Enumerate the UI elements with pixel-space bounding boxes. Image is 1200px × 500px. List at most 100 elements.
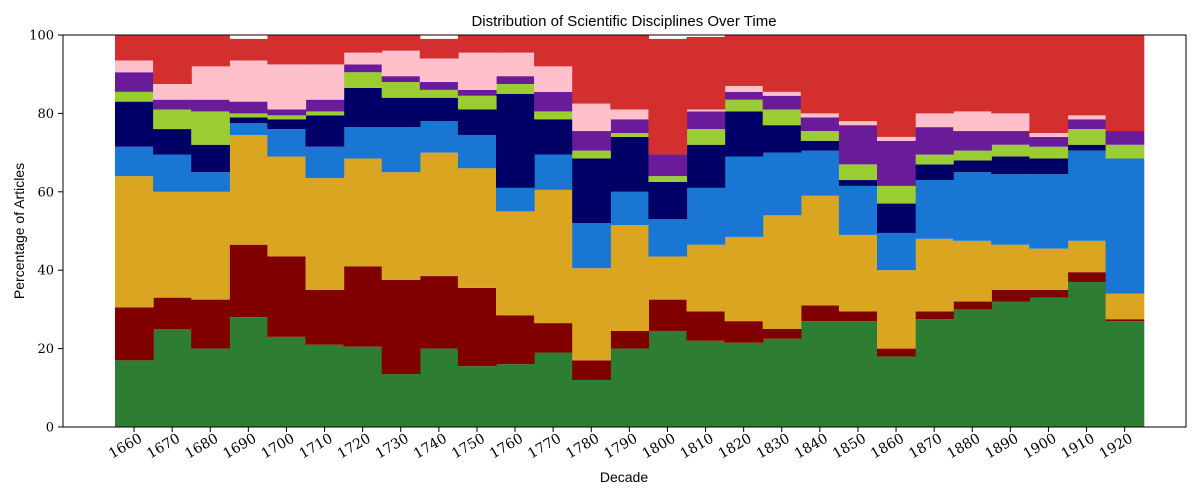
series-9-segment-1810 [686,36,726,110]
series-6-segment-1830 [762,109,802,126]
series-7-segment-1670 [153,99,192,110]
plot-frame [62,34,1187,428]
series-2-segment-1760 [496,315,535,365]
series-4-segment-1870 [915,180,954,239]
x-tick-label: 1910 [1059,431,1098,463]
series-2-segment-1850 [838,311,878,322]
series-9-segment-1800 [648,38,688,155]
series-7-segment-1760 [496,76,535,84]
series-6-segment-1710 [305,111,345,116]
series-2-segment-1680 [191,299,230,349]
x-tick-label: 1800 [640,431,679,463]
series-4-segment-1740 [419,121,459,153]
series-5-segment-1830 [762,125,802,153]
series-9-segment-1880 [953,35,992,112]
series-1-segment-1840 [800,321,840,427]
x-tick-label: 1820 [716,431,755,463]
series-1-segment-1860 [877,356,916,427]
series-4-segment-1840 [800,150,840,196]
x-axis: 1660 1670 1680 1690 1700 1710 1720 1730 1740 1750… [106,427,1136,463]
series-5-segment-1720 [343,87,383,128]
series-4-segment-1800 [648,219,688,257]
series-3-segment-1810 [686,244,726,312]
series-4-segment-1730 [381,127,421,173]
series-7-segment-1840 [800,117,840,132]
series-4-segment-1680 [191,172,230,192]
series-1-segment-1890 [991,301,1030,427]
series-6-segment-1670 [153,109,192,130]
series-1-segment-1870 [915,319,954,427]
series-3-segment-1910 [1067,240,1107,273]
series-7-segment-1660 [115,72,154,92]
series-6-segment-1730 [381,82,421,98]
series-2-segment-1700 [267,256,307,337]
series-7-segment-1800 [648,154,688,177]
series-8-segment-1820 [724,85,764,92]
series-8-segment-1850 [838,121,878,126]
x-tick-label: 1690 [220,431,259,463]
series-4-segment-1780 [572,223,611,269]
series-3-segment-1790 [610,225,649,331]
series-8-segment-1760 [496,52,535,77]
series-4-segment-1710 [305,146,345,179]
series-5-segment-1910 [1067,144,1107,151]
series-6-segment-1770 [534,111,573,120]
x-tick-label: 1700 [259,431,298,463]
series-9-segment-1720 [343,35,383,53]
series-3-segment-1820 [724,236,764,322]
series-3-segment-1730 [381,172,421,280]
series-7-segment-1810 [686,111,726,130]
series-8-segment-1910 [1067,115,1107,120]
series-3-segment-1890 [991,244,1030,290]
series-5-segment-1790 [610,136,649,192]
x-tick-label: 1660 [106,431,145,463]
x-tick-label: 1760 [487,431,526,463]
series-6-segment-1810 [686,129,726,145]
series-7-segment-1850 [838,125,878,165]
series-7-segment-1750 [457,89,497,96]
series-1-segment-1810 [686,340,726,427]
series-3-segment-1760 [496,211,535,316]
y-tick-label: 100 [29,29,54,44]
series-7-segment-1880 [953,131,992,151]
series-4-segment-1700 [267,129,307,157]
series-1-segment-1830 [762,338,802,427]
series-3-segment-1840 [800,195,840,306]
series-8-segment-1660 [115,60,154,73]
y-tick-label: 0 [46,421,54,436]
series-6-segment-1700 [267,115,307,120]
series-5-segment-1860 [877,203,916,233]
series-9-segment-1690 [229,38,268,61]
series-9-segment-1830 [762,35,802,92]
y-axis: 0 20 40 60 80 100 [29,29,63,436]
series-4-segment-1720 [343,127,383,159]
series-8-segment-1710 [305,64,345,100]
series-4-segment-1830 [762,152,802,216]
series-2-segment-1870 [915,311,954,320]
series-4-segment-1660 [115,146,154,177]
series-2-segment-1730 [381,280,421,375]
series-9-segment-1870 [915,35,954,114]
series-8-segment-1860 [877,136,916,141]
series-4-segment-1770 [534,154,573,190]
series-6-segment-1720 [343,72,383,88]
y-tick-label: 20 [37,342,54,357]
series-7-segment-1690 [229,101,268,114]
series-2-segment-1720 [343,266,383,347]
series-7-segment-1710 [305,99,345,112]
series-7-segment-1780 [572,131,611,151]
series-5-segment-1730 [381,97,421,128]
series-6-segment-1680 [191,111,230,145]
series-7-segment-1740 [419,82,459,90]
series-5-segment-1780 [572,158,611,224]
series-5-segment-1700 [267,119,307,130]
series-2-segment-1690 [229,244,268,318]
series-3-segment-1720 [343,158,383,267]
series-4-segment-1790 [610,191,649,226]
series-4-segment-1880 [953,172,992,241]
series-1-segment-1800 [648,330,688,427]
series-7-segment-1890 [991,131,1030,145]
y-axis-label: Percentage of Articles [11,163,27,299]
series-6-segment-1920 [1105,144,1145,159]
